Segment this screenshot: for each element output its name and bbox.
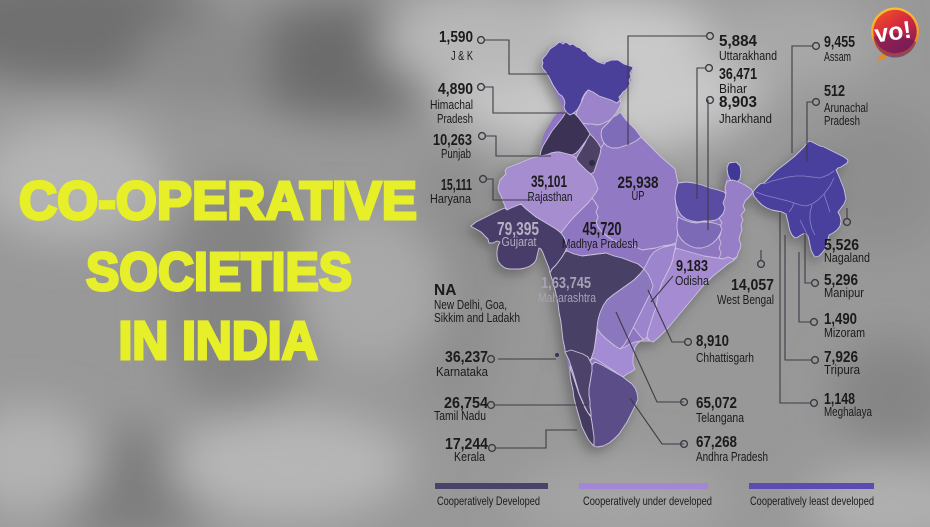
svg-text:512: 512	[824, 83, 845, 100]
svg-text:Tripura: Tripura	[824, 363, 860, 377]
svg-text:8,910: 8,910	[696, 333, 729, 350]
svg-text:67,268: 67,268	[696, 434, 737, 451]
svg-text:Jharkhand: Jharkhand	[719, 112, 772, 126]
svg-text:NA: NA	[434, 282, 456, 299]
svg-text:5,884: 5,884	[719, 33, 757, 50]
svg-text:36,237: 36,237	[445, 349, 488, 366]
svg-text:Gujarat: Gujarat	[502, 234, 537, 249]
svg-text:West Bengal: West Bengal	[717, 293, 774, 307]
svg-text:9,183: 9,183	[676, 258, 708, 275]
svg-text:Nagaland: Nagaland	[824, 251, 870, 265]
svg-text:Himachal: Himachal	[430, 98, 473, 112]
svg-text:79,395: 79,395	[497, 219, 539, 239]
svg-text:Andhra Pradesh: Andhra Pradesh	[696, 450, 768, 464]
svg-text:5,296: 5,296	[824, 272, 858, 289]
svg-text:36,471: 36,471	[719, 66, 757, 83]
svg-text:Maharashtra: Maharashtra	[538, 290, 597, 305]
svg-text:Kerala: Kerala	[454, 450, 485, 464]
svg-text:Tamil Nadu: Tamil Nadu	[434, 409, 486, 423]
svg-text:Punjab: Punjab	[441, 147, 471, 161]
svg-text:Odisha: Odisha	[675, 274, 709, 288]
svg-text:Arunachal: Arunachal	[824, 101, 868, 115]
svg-text:Uttarakhand: Uttarakhand	[719, 49, 777, 63]
svg-text:5,526: 5,526	[824, 237, 859, 254]
svg-text:8,903: 8,903	[719, 94, 757, 111]
svg-text:65,072: 65,072	[696, 395, 737, 412]
svg-text:Manipur: Manipur	[824, 286, 864, 300]
svg-text:9,455: 9,455	[824, 34, 855, 51]
svg-text:25,938: 25,938	[618, 173, 659, 192]
svg-text:vo!: vo!	[873, 17, 913, 49]
svg-text:26,754: 26,754	[444, 395, 488, 412]
svg-text:1,63,745: 1,63,745	[541, 275, 591, 292]
svg-text:New Delhi, Goa,: New Delhi, Goa,	[434, 298, 507, 312]
svg-text:Cooperatively least developed: Cooperatively least developed	[750, 494, 874, 508]
svg-text:SOCIETIES: SOCIETIES	[86, 242, 352, 302]
svg-text:Pradesh: Pradesh	[437, 112, 473, 126]
svg-text:Mizoram: Mizoram	[824, 326, 865, 340]
svg-text:1,490: 1,490	[824, 311, 857, 328]
svg-text:Chhattisgarh: Chhattisgarh	[696, 351, 754, 365]
svg-text:Rajasthan: Rajasthan	[528, 189, 573, 204]
svg-text:7,926: 7,926	[824, 349, 858, 366]
svg-text:Sikkim and Ladakh: Sikkim and Ladakh	[434, 311, 520, 325]
svg-text:UP: UP	[632, 188, 645, 203]
svg-text:Assam: Assam	[824, 50, 851, 64]
svg-text:4,890: 4,890	[438, 81, 473, 98]
svg-text:Bihar: Bihar	[719, 82, 747, 96]
svg-text:10,263: 10,263	[433, 132, 472, 149]
svg-text:Meghalaya: Meghalaya	[824, 405, 872, 419]
svg-text:Cooperatively Developed: Cooperatively Developed	[437, 494, 540, 508]
svg-text:Karnataka: Karnataka	[436, 365, 488, 379]
svg-text:35,101: 35,101	[531, 172, 567, 191]
svg-text:Cooperatively under developed: Cooperatively under developed	[583, 494, 712, 508]
svg-text:Madhya Pradesh: Madhya Pradesh	[562, 236, 638, 251]
svg-text:15,111: 15,111	[441, 177, 472, 194]
svg-text:45,720: 45,720	[583, 219, 622, 239]
svg-text:17,244: 17,244	[445, 436, 488, 453]
svg-text:Pradesh: Pradesh	[824, 114, 860, 128]
svg-text:1,148: 1,148	[824, 391, 855, 408]
svg-text:CO-OPERATIVE: CO-OPERATIVE	[19, 171, 417, 231]
svg-text:1,590: 1,590	[439, 29, 473, 46]
svg-text:IN INDIA: IN INDIA	[119, 311, 318, 371]
svg-text:J & K: J & K	[451, 49, 473, 63]
svg-text:Telangana: Telangana	[696, 411, 744, 425]
svg-text:Haryana: Haryana	[430, 192, 471, 206]
svg-text:14,057: 14,057	[731, 277, 774, 294]
